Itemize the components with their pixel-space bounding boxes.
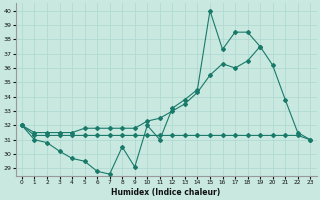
X-axis label: Humidex (Indice chaleur): Humidex (Indice chaleur): [111, 188, 221, 197]
